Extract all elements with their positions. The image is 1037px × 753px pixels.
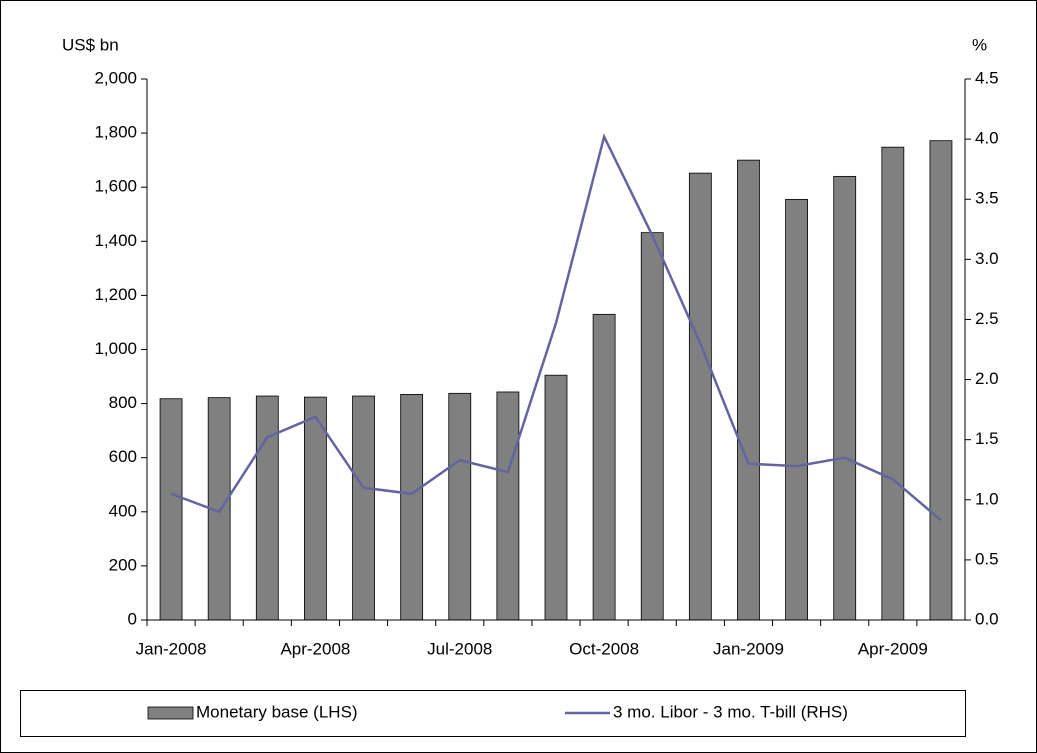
y-tick-label: 1,800 [94, 123, 137, 142]
legend-label: Monetary base (LHS) [196, 702, 358, 721]
x-tick-label: Jul-2008 [427, 639, 492, 658]
y-tick-label: 2,000 [94, 68, 137, 87]
bar [833, 175, 857, 621]
y-tick-label: 1,400 [94, 231, 137, 250]
y-tick-label: 200 [109, 555, 137, 574]
x-tick-label: Apr-2009 [858, 639, 928, 658]
y2-tick-label: 4.5 [975, 68, 999, 87]
legend-label: 3 mo. Libor - 3 mo. T-bill (RHS) [613, 702, 848, 721]
y2-tick-label: 0.5 [975, 549, 999, 568]
y-axis-title: US$ bn [62, 35, 119, 54]
x-tick-label: Jan-2009 [713, 639, 784, 658]
bar [592, 313, 616, 621]
line [170, 133, 942, 522]
x-tick-label: Apr-2008 [280, 639, 350, 658]
y2-tick-label: 1.5 [975, 429, 999, 448]
y2-axis-title: % [972, 35, 987, 54]
bar [688, 172, 712, 621]
y2-tick-label: 3.5 [975, 189, 999, 208]
y-tick-label: 1,600 [94, 177, 137, 196]
y-tick-label: 1,200 [94, 285, 137, 304]
y2-tick-label: 1.0 [975, 489, 999, 508]
y2-tick-label: 2.0 [975, 369, 999, 388]
legend-swatch [147, 706, 194, 720]
bar [496, 391, 520, 621]
y-tick-label: 600 [109, 447, 137, 466]
y2-tick-label: 4.0 [975, 129, 999, 148]
bar [544, 374, 568, 621]
y2-tick-label: 0.0 [975, 609, 999, 628]
y-tick-label: 0 [128, 609, 137, 628]
bar [640, 232, 664, 621]
bar [352, 395, 375, 621]
bar [785, 198, 808, 621]
bar [255, 395, 279, 621]
x-tick-label: Jan-2008 [136, 639, 207, 658]
bar [400, 394, 424, 621]
y2-tick-label: 3.0 [975, 249, 999, 268]
y-tick-label: 400 [109, 501, 137, 520]
bar [737, 159, 760, 621]
y2-tick-label: 2.5 [975, 309, 999, 328]
bar [881, 146, 905, 621]
bar [159, 398, 183, 621]
y-tick-label: 800 [109, 393, 137, 412]
bar [448, 392, 472, 621]
bar [929, 140, 953, 621]
x-tick-label: Oct-2008 [569, 639, 639, 658]
y-tick-label: 1,000 [94, 339, 137, 358]
bar [304, 396, 327, 621]
